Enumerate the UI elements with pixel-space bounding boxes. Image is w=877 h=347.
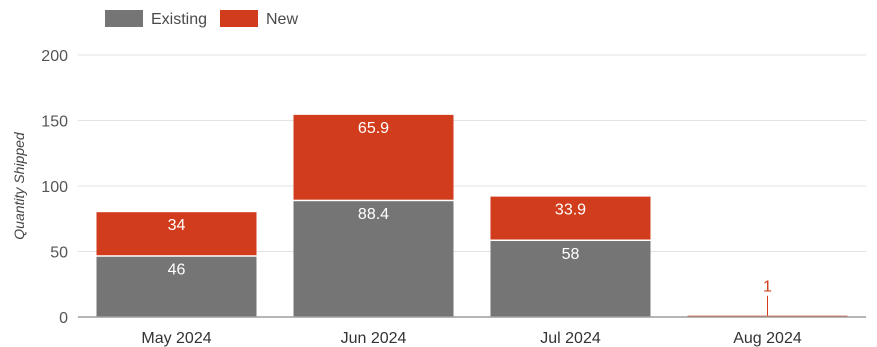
y-axis-ticks: 0 50 100 150 200 bbox=[41, 48, 68, 327]
x-tick-label: Jul 2024 bbox=[540, 330, 601, 347]
legend-label-existing: Existing bbox=[151, 11, 207, 28]
bar-new-1 bbox=[293, 114, 454, 200]
bar-existing-1 bbox=[293, 201, 454, 317]
y-axis-title: Quantity Shipped bbox=[11, 131, 27, 240]
legend-label-new: New bbox=[266, 11, 298, 28]
bar-existing-2 bbox=[490, 241, 651, 317]
data-label-existing-0: 46 bbox=[168, 262, 186, 279]
x-tick-label: May 2024 bbox=[141, 330, 211, 347]
x-tick-label: Aug 2024 bbox=[733, 330, 802, 347]
data-label-existing-2: 58 bbox=[562, 246, 580, 263]
data-label-new-1: 65.9 bbox=[358, 120, 389, 137]
data-label-new-0: 34 bbox=[168, 217, 186, 234]
legend-swatch-existing bbox=[105, 10, 143, 27]
y-tick-label: 0 bbox=[59, 310, 68, 327]
bar-existing-0 bbox=[96, 256, 257, 317]
gridlines bbox=[78, 54, 866, 252]
bars: 46 34 88.4 65.9 58 33.9 1 bbox=[96, 114, 848, 317]
legend-swatch-new bbox=[220, 10, 258, 27]
x-axis-ticks: May 2024 Jun 2024 Jul 2024 Aug 2024 bbox=[141, 330, 801, 347]
y-tick-label: 100 bbox=[41, 179, 68, 196]
data-label-new-3: 1 bbox=[763, 279, 772, 296]
x-tick-label: Jun 2024 bbox=[341, 330, 407, 347]
y-tick-label: 150 bbox=[41, 114, 68, 131]
legend: Existing New bbox=[105, 10, 298, 28]
bar-new-3 bbox=[687, 315, 848, 317]
y-tick-label: 50 bbox=[50, 245, 68, 262]
bar-new-0 bbox=[96, 212, 257, 256]
y-tick-label: 200 bbox=[41, 48, 68, 65]
data-label-new-2: 33.9 bbox=[555, 202, 586, 219]
bar-new-2 bbox=[490, 196, 651, 240]
data-label-existing-1: 88.4 bbox=[358, 206, 389, 223]
